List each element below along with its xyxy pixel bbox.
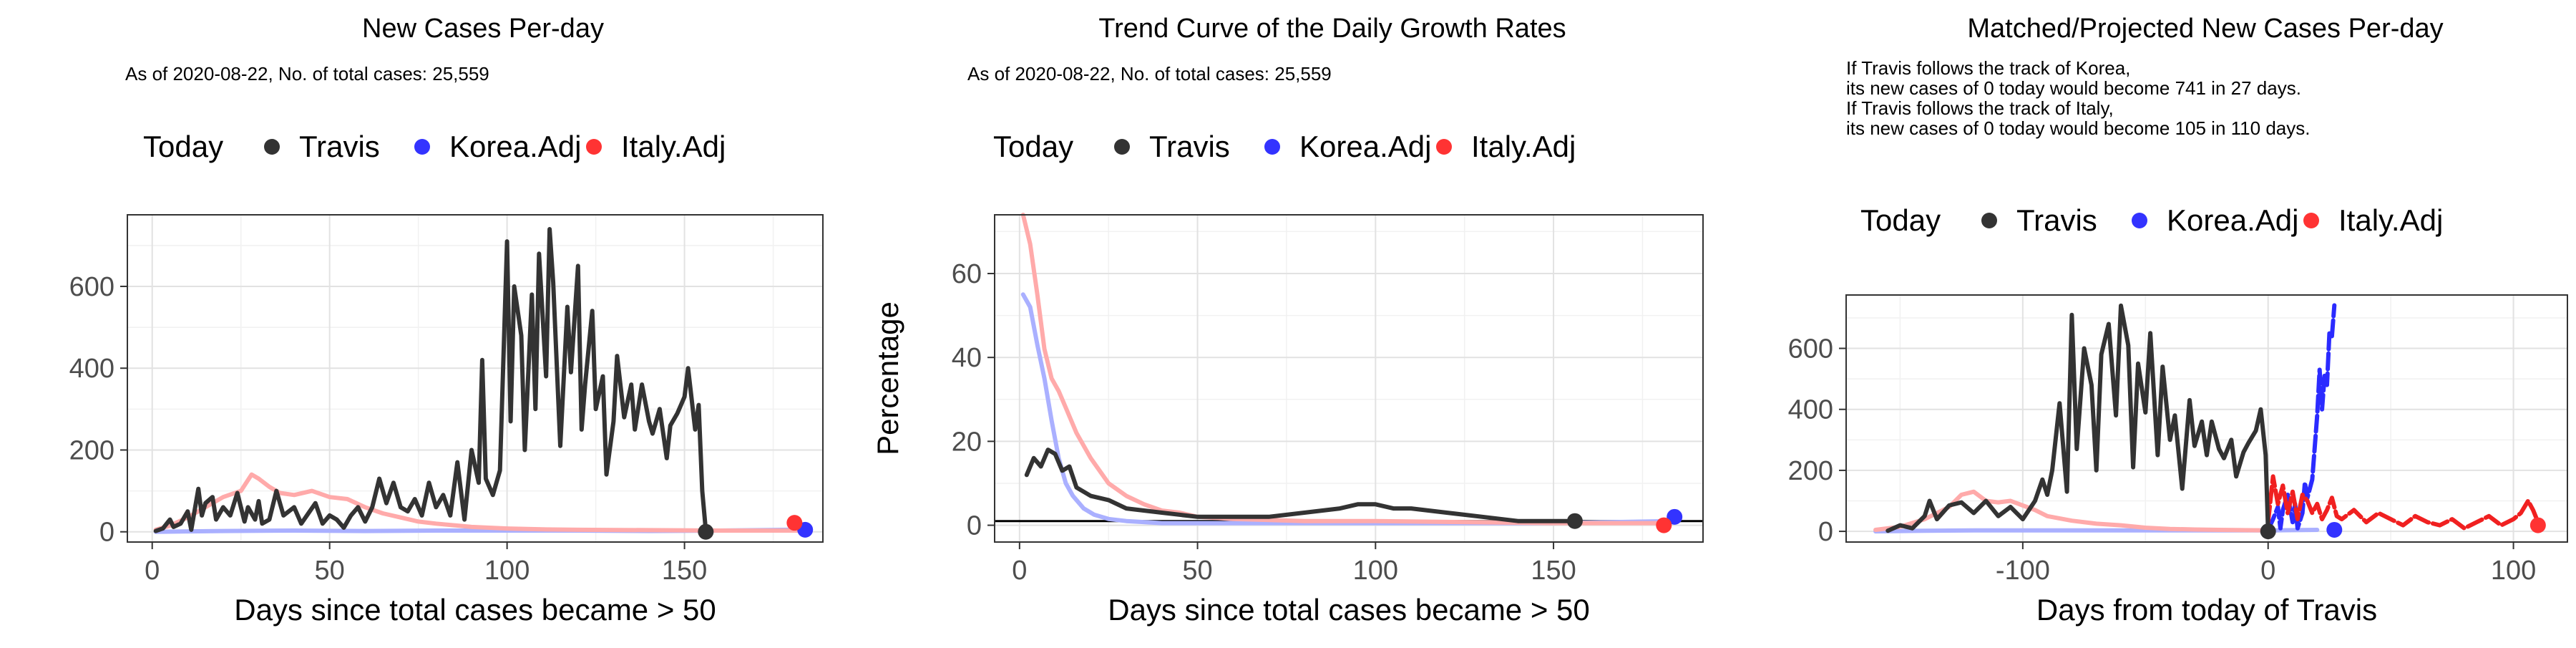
x-axis-label: Days since total cases became > 50: [234, 593, 716, 627]
legend-label: Italy.Adj: [1471, 130, 1576, 163]
legend-label: Korea.Adj: [2167, 203, 2298, 237]
x-tick-label: 100: [1353, 556, 1398, 586]
legend-key-italy: [1436, 139, 1452, 155]
series-line-italy-adj: [1020, 213, 1667, 526]
today-point-italy: [2529, 517, 2546, 533]
chart-subtitle-line: its new cases of 0 today would become 10…: [1846, 117, 2310, 139]
legend-label: Travis: [2016, 203, 2097, 237]
chart-subtitle-line: If Travis follows the track of Korea,: [1846, 57, 2130, 79]
legend: Today Travis Korea.Adj Italy.Adj: [143, 130, 726, 163]
x-tick-label: 0: [145, 556, 160, 586]
series-line-travis: [1885, 303, 2270, 534]
chart-subtitle: As of 2020-08-22, No. of total cases: 25…: [967, 63, 1332, 84]
legend-label: Korea.Adj: [449, 130, 581, 163]
x-tick-label: 100: [2491, 556, 2536, 586]
y-tick-label: 0: [1818, 517, 1833, 547]
x-tick-label: 0: [1012, 556, 1027, 586]
legend-key-italy: [2303, 213, 2319, 228]
legend-key-korea: [2132, 213, 2147, 228]
chart-title: Trend Curve of the Daily Growth Rates: [1098, 14, 1566, 44]
today-point-korea: [1667, 508, 1683, 525]
today-point-travis: [1566, 513, 1583, 529]
chart-subtitle-line: its new cases of 0 today would become 74…: [1846, 77, 2301, 99]
legend-key-travis: [1981, 213, 1997, 228]
x-axis-label: Days from today of Travis: [2036, 593, 2377, 627]
panel-border: [127, 214, 824, 543]
x-tick-label: -100: [1996, 556, 2050, 586]
series-line-italy-adj: [153, 472, 804, 533]
y-tick-label: 400: [69, 354, 114, 384]
legend-title: Today: [993, 130, 1073, 163]
y-tick-label: 0: [99, 518, 114, 548]
legend-key-korea: [1264, 139, 1280, 155]
x-axis-label: Days since total cases became > 50: [1108, 593, 1590, 627]
y-tick-label: 600: [1788, 334, 1833, 364]
legend-key-travis: [264, 139, 280, 155]
chart-subtitle: As of 2020-08-22, No. of total cases: 25…: [125, 63, 489, 84]
today-point-travis: [698, 523, 714, 540]
legend-title: Today: [1860, 203, 1941, 237]
y-tick-label: 200: [1788, 456, 1833, 486]
legend-key-italy: [586, 139, 602, 155]
series-line-italy-adj-projected: [2265, 474, 2540, 531]
series-line-travis: [153, 227, 708, 533]
x-tick-label: 150: [662, 556, 707, 586]
x-tick-label: 0: [2260, 556, 2275, 586]
panel-border: [1845, 294, 2568, 543]
today-point-korea: [2326, 521, 2343, 538]
y-tick-label: 60: [952, 259, 982, 289]
chart-3: Matched/Projected New Cases Per-day If Tr…: [1788, 14, 2568, 627]
chart-1: New Cases Per-day As of 2020-08-22, No. o…: [69, 14, 824, 627]
legend-key-travis: [1114, 139, 1130, 155]
legend-label: Korea.Adj: [1299, 130, 1431, 163]
y-tick-label: 600: [69, 272, 114, 302]
chart-2: Trend Curve of the Daily Growth Rates As …: [871, 14, 1704, 627]
series-line-korea-adj: [1873, 528, 2320, 534]
y-tick-label: 20: [952, 427, 982, 457]
series-line-korea-adj-projected: [2265, 303, 2337, 532]
legend-label: Italy.Adj: [621, 130, 726, 163]
legend-label: Travis: [1149, 130, 1230, 163]
legend: Today Travis Korea.Adj Italy.Adj: [993, 130, 1576, 163]
plot-panel: [995, 215, 1703, 542]
legend-label: Italy.Adj: [2338, 203, 2443, 237]
x-tick-label: 150: [1531, 556, 1576, 586]
x-tick-label: 50: [1182, 556, 1212, 586]
grid: [127, 215, 823, 542]
chart-subtitle-line: If Travis follows the track of Italy,: [1846, 97, 2114, 119]
today-point-italy: [786, 515, 803, 531]
series-line-travis: [1024, 448, 1577, 523]
legend: Today Travis Korea.Adj Italy.Adj: [1860, 203, 2443, 237]
y-tick-label: 200: [69, 435, 114, 465]
legend-key-korea: [414, 139, 430, 155]
chart-title: New Cases Per-day: [362, 14, 604, 44]
legend-label: Travis: [299, 130, 380, 163]
legend-title: Today: [143, 130, 223, 163]
today-point-travis: [2260, 523, 2276, 540]
panel-border: [994, 214, 1704, 543]
x-tick-label: 50: [315, 556, 345, 586]
x-tick-label: 100: [484, 556, 530, 586]
y-tick-label: 400: [1788, 395, 1833, 425]
today-point-italy: [1656, 517, 1672, 533]
y-tick-label: 40: [952, 343, 982, 373]
y-axis-label: Percentage: [871, 301, 904, 455]
series-line-korea-adj: [1020, 292, 1677, 526]
chart-title: Matched/Projected New Cases Per-day: [1967, 14, 2443, 44]
y-tick-label: 0: [967, 511, 982, 541]
